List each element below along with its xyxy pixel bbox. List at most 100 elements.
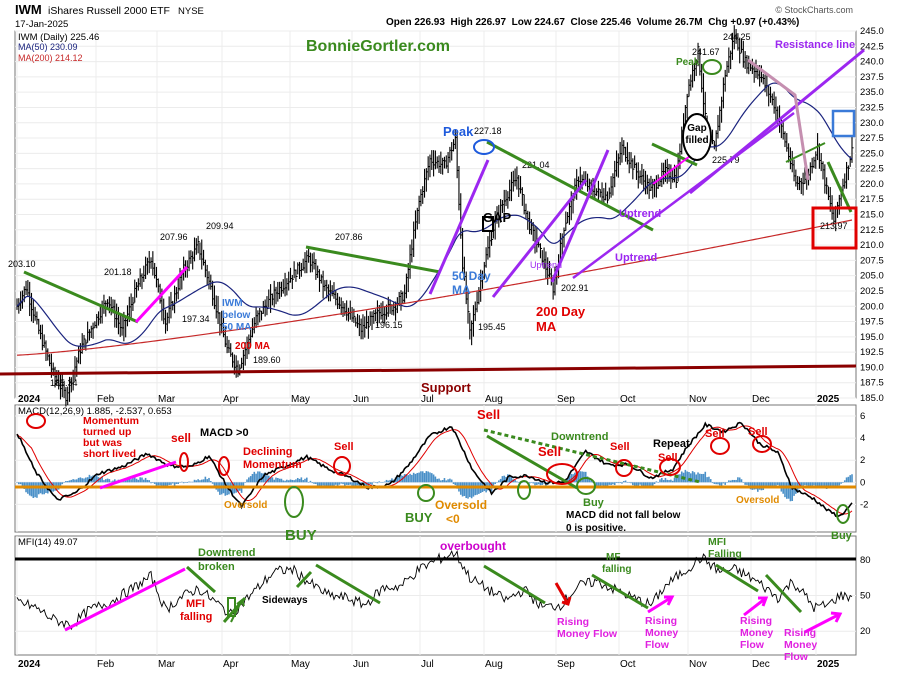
uptrend-label-3: Uptrend xyxy=(530,260,562,270)
macd-histogram-bar xyxy=(836,482,839,488)
uptrend-line-jul xyxy=(428,159,490,295)
macd-histogram-bar xyxy=(316,482,319,487)
month-tick-label-mid: Aug xyxy=(485,394,503,405)
macd-histogram-bar xyxy=(63,482,65,483)
price-tick-label: 187.5 xyxy=(860,378,884,389)
macd-histogram-bar xyxy=(454,482,457,486)
low-box xyxy=(811,206,858,250)
macd-histogram-bar xyxy=(128,478,131,483)
macd-histogram-bar xyxy=(142,479,145,483)
macd-histogram-bar xyxy=(161,482,163,487)
month-tick-label-mid: Oct xyxy=(620,394,636,405)
macd-histogram-bar xyxy=(601,482,603,486)
macd-histogram-bar xyxy=(619,482,621,484)
macd-histogram-bar xyxy=(349,482,352,485)
rising-flow-label-1: Rising Money Flow xyxy=(557,616,618,640)
macd-histogram-bar xyxy=(720,482,723,487)
macd-histogram-bar xyxy=(170,482,172,485)
macd-histogram-bar xyxy=(202,479,205,483)
macd-histogram-bar xyxy=(635,482,638,487)
macd-histogram-bar xyxy=(141,477,143,483)
buy-label-1: BUY xyxy=(285,527,317,544)
macd-histogram-bar xyxy=(597,482,600,487)
sell-marker-4 xyxy=(333,456,351,476)
macd-histogram-bar xyxy=(811,482,813,488)
oversold-label-2: Oversold <0 xyxy=(435,498,487,526)
macd-histogram-bar xyxy=(577,471,580,483)
macd-histogram-bar xyxy=(190,481,192,483)
macd-histogram-bar xyxy=(353,482,355,488)
price-value-label: 201.18 xyxy=(104,267,132,277)
macd-histogram-bar xyxy=(440,480,442,483)
macd-histogram-bar xyxy=(249,476,252,483)
macd-histogram-bar xyxy=(376,482,379,484)
macd-histogram-bar xyxy=(717,482,719,485)
rising-arrow-3 xyxy=(804,611,843,634)
month-tick-label-mid: Jul xyxy=(421,394,434,405)
macd-histogram-bar xyxy=(785,482,788,499)
macd-histogram-bar xyxy=(617,482,620,484)
macd-histogram-bar xyxy=(287,480,290,483)
macd-histogram-bar xyxy=(492,482,495,488)
macd-histogram-bar xyxy=(162,482,165,487)
macd-histogram-bar xyxy=(568,475,571,483)
overbought-label: overbought xyxy=(440,539,506,553)
macd-histogram-bar xyxy=(188,481,190,483)
macd-histogram-bar xyxy=(715,482,717,485)
macd-histogram-bar xyxy=(463,482,466,496)
macd-histogram-bar xyxy=(304,478,306,483)
macd-histogram-bar xyxy=(177,482,180,484)
price-tick-label: 202.5 xyxy=(860,286,884,297)
macd-histogram-bar xyxy=(157,482,160,486)
macd-histogram-bar xyxy=(728,480,730,483)
macd-histogram-bar xyxy=(418,472,420,483)
mfi-tick-label: 50 xyxy=(860,591,871,602)
macd-histogram-bar xyxy=(123,480,125,483)
price-tick-label: 217.5 xyxy=(860,194,884,205)
macd-histogram-bar xyxy=(724,482,727,485)
price-tick-label: 220.0 xyxy=(860,179,884,190)
watermark: BonnieGortler.com xyxy=(306,38,450,55)
macd-histogram-bar xyxy=(467,482,469,499)
buy-marker-4 xyxy=(576,477,596,495)
month-tick-label: Jun xyxy=(353,659,369,670)
macd-histogram-bar xyxy=(195,480,198,483)
price-tick-label: 185.0 xyxy=(860,393,884,404)
mfi-tick-label: 80 xyxy=(860,555,871,566)
macd-histogram-bar xyxy=(612,482,614,485)
macd-histogram-bar xyxy=(818,482,821,487)
downtrend-line-jan25 xyxy=(826,161,853,213)
macd-histogram-bar xyxy=(342,482,344,485)
mfi-box xyxy=(227,597,236,617)
macd-histogram-bar xyxy=(655,481,658,483)
price-value-label: 189.60 xyxy=(253,355,281,365)
macd-histogram-bar xyxy=(659,479,661,483)
macd-histogram-bar xyxy=(166,482,169,488)
macd-histogram-bar xyxy=(570,473,573,483)
price-value-label: 207.96 xyxy=(160,232,188,242)
macd-histogram-bar xyxy=(537,482,540,485)
macd-histogram-bar xyxy=(311,482,314,484)
macd-histogram-bar xyxy=(108,479,111,483)
macd-histogram-bar xyxy=(251,473,254,483)
legend-macd: MACD(12,26,9) 1.885, -2.537, 0.653 xyxy=(18,406,172,417)
sell-label-aug: Sell xyxy=(477,407,500,422)
macd-histogram-bar xyxy=(824,482,826,488)
macd-histogram-bar xyxy=(769,482,772,486)
macd-histogram-bar xyxy=(766,482,768,486)
macd-histogram-bar xyxy=(767,482,770,487)
macd-histogram-bar xyxy=(704,471,707,483)
macd-histogram-bar xyxy=(702,473,705,483)
macd-histogram-bar xyxy=(385,479,388,483)
macd-histogram-bar xyxy=(208,477,210,483)
macd-histogram-bar xyxy=(521,482,524,483)
macd-histogram-bar xyxy=(590,480,592,483)
macd-histogram-bar xyxy=(79,477,82,483)
price-tick-label: 207.5 xyxy=(860,255,884,266)
macd-histogram-bar xyxy=(670,479,672,483)
macd-histogram-bar xyxy=(494,482,496,485)
macd-histogram-bar xyxy=(101,477,103,483)
macd-histogram-bar xyxy=(409,473,411,483)
support-line xyxy=(0,364,857,376)
month-tick-label: Sep xyxy=(557,659,575,670)
